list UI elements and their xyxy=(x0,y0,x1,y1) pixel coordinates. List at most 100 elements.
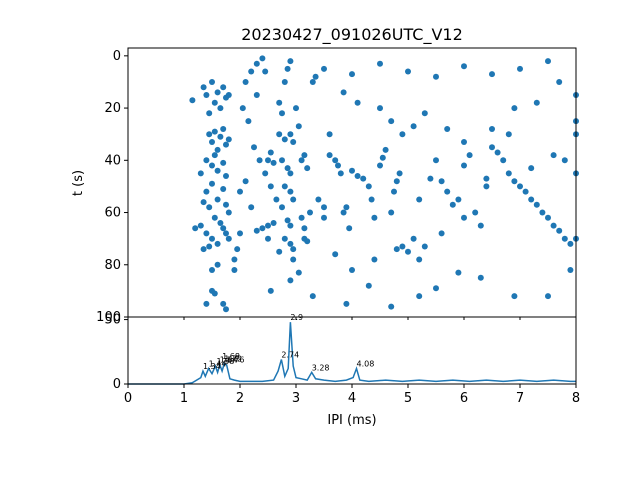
scatter-point xyxy=(290,256,297,263)
scatter-point xyxy=(528,165,535,172)
peak-label: 1.76 xyxy=(227,356,245,365)
scatter-point xyxy=(550,222,557,229)
scatter-point xyxy=(192,225,199,232)
scatter-point xyxy=(209,139,215,145)
scatter-point xyxy=(511,178,518,185)
scatter-point xyxy=(321,65,327,72)
peak-label: 2.74 xyxy=(281,351,299,360)
scatter-point xyxy=(379,154,386,161)
scatter-point xyxy=(388,118,395,125)
scatter-point xyxy=(276,99,283,106)
scatter-point xyxy=(309,79,316,85)
scatter-point xyxy=(206,131,213,138)
peak-label: 1.34 xyxy=(203,362,221,371)
scatter-point xyxy=(256,157,263,164)
scatter-point xyxy=(203,157,210,164)
scatter-point xyxy=(332,251,339,258)
scatter-point xyxy=(556,79,563,85)
scatter-point xyxy=(214,196,221,203)
scatter-point xyxy=(279,204,285,211)
x-axis-label: IPI (ms) xyxy=(327,413,376,428)
scatter-point xyxy=(321,204,327,211)
scatter-point xyxy=(225,235,232,242)
y-tick-label: 50 xyxy=(104,313,121,328)
scatter-point xyxy=(259,225,266,232)
scatter-point xyxy=(225,136,232,143)
scatter-point xyxy=(223,173,229,179)
scatter-point xyxy=(567,267,574,273)
scatter-point xyxy=(290,246,297,253)
scatter-point xyxy=(399,131,406,138)
scatter-point xyxy=(211,214,218,221)
top-plot-frame xyxy=(127,47,577,318)
x-tick-label: 7 xyxy=(516,391,524,406)
scatter-point xyxy=(209,235,215,242)
scatter-point xyxy=(287,222,294,229)
scatter-point xyxy=(528,196,535,203)
scatter-point xyxy=(545,58,551,65)
x-tick-label: 6 xyxy=(460,391,468,406)
scatter-point xyxy=(206,110,213,117)
scatter-point xyxy=(200,246,207,253)
scatter-point xyxy=(231,267,238,273)
scatter-point xyxy=(461,63,467,70)
scatter-point xyxy=(253,92,260,98)
scatter-point xyxy=(438,178,445,185)
scatter-point xyxy=(298,157,305,164)
scatter-point xyxy=(461,214,467,221)
scatter-point xyxy=(281,79,288,85)
scatter-point xyxy=(290,139,297,145)
y-axis-label: t (s) xyxy=(71,170,86,196)
scatter-point xyxy=(189,97,196,104)
x-tick-label: 4 xyxy=(348,391,356,406)
scatter-point xyxy=(220,300,227,307)
scatter-point xyxy=(279,157,285,164)
scatter-point xyxy=(287,170,294,177)
scatter-point xyxy=(211,290,218,297)
scatter-point xyxy=(354,99,361,106)
scatter-point xyxy=(211,99,218,106)
scatter-point xyxy=(561,235,568,242)
scatter-point xyxy=(287,240,294,247)
scatter-point xyxy=(517,183,523,190)
scatter-point xyxy=(281,136,288,143)
scatter-point xyxy=(301,225,308,232)
scatter-point xyxy=(267,149,274,156)
scatter-point xyxy=(287,131,294,138)
scatter-point xyxy=(217,133,224,140)
scatter-point xyxy=(466,152,473,159)
scatter-point xyxy=(217,105,224,112)
scatter-point xyxy=(203,188,210,195)
scatter-point xyxy=(279,110,285,117)
scatter-point xyxy=(461,139,467,145)
bottom-plot-frame xyxy=(127,316,577,385)
scatter-point xyxy=(556,227,563,234)
scatter-point xyxy=(326,152,333,159)
scatter-point xyxy=(220,159,227,166)
x-tick-label: 1 xyxy=(180,391,188,406)
scatter-point xyxy=(449,201,456,208)
scatter-point xyxy=(396,170,403,177)
scatter-point xyxy=(265,222,271,229)
y-tick-label: 100 xyxy=(96,310,121,325)
scatter-point xyxy=(410,235,417,242)
scatter-point xyxy=(354,173,361,179)
scatter-point xyxy=(391,188,397,195)
scatter-point xyxy=(489,144,495,151)
scatter-point xyxy=(301,152,308,159)
scatter-point xyxy=(265,235,271,242)
scatter-point xyxy=(225,92,232,98)
scatter-point xyxy=(444,188,451,195)
scatter-point xyxy=(483,175,490,182)
scatter-point xyxy=(360,175,367,182)
scatter-point xyxy=(209,180,215,187)
scatter-point xyxy=(200,84,207,91)
y-tick-label: 60 xyxy=(104,206,121,221)
scatter-plot: 0 20 40 60 80 100 xyxy=(96,47,579,325)
scatter-point xyxy=(237,188,243,195)
y-tick-label: 0 xyxy=(113,377,121,392)
scatter-point xyxy=(287,58,294,65)
scatter-point xyxy=(561,157,568,164)
scatter-point xyxy=(267,287,274,294)
scatter-point xyxy=(309,293,316,300)
